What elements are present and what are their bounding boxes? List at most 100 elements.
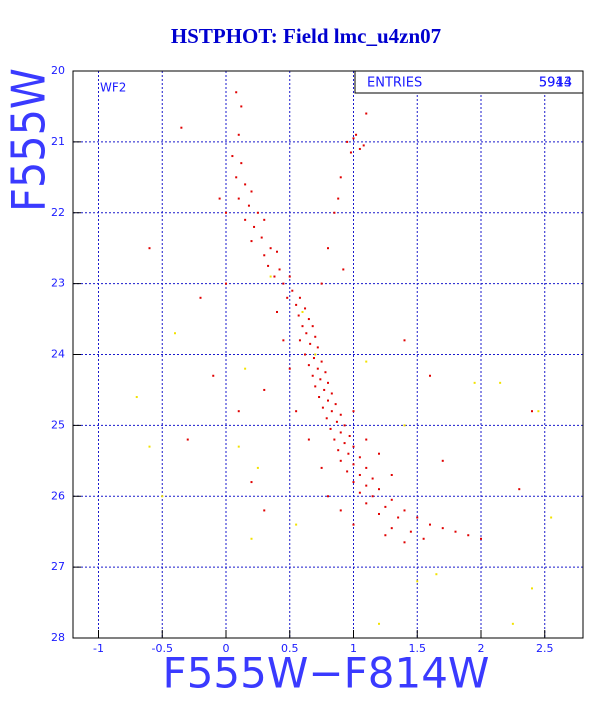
point [335, 420, 338, 423]
point [329, 427, 332, 430]
x-tick-label: 2.5 [536, 642, 554, 655]
x-tick-label: 1 [350, 642, 357, 655]
point [352, 481, 355, 484]
point [531, 587, 533, 590]
point [518, 488, 521, 491]
point [365, 438, 368, 441]
point [342, 268, 345, 271]
point [244, 218, 247, 221]
x-tick-label: 1.5 [409, 642, 427, 655]
x-tick-label: 2 [478, 642, 485, 655]
point [309, 342, 312, 345]
point [330, 392, 333, 395]
point [298, 339, 301, 342]
point [550, 516, 553, 519]
point [416, 580, 419, 583]
point [304, 353, 307, 356]
point [378, 512, 380, 515]
point [307, 364, 310, 367]
point [511, 622, 514, 625]
point [429, 374, 431, 377]
point [231, 155, 234, 158]
stats-value: 5913 [539, 76, 572, 91]
point [278, 268, 281, 271]
point [218, 197, 221, 200]
point [339, 176, 342, 179]
point [291, 289, 294, 292]
point [352, 523, 355, 526]
point [307, 318, 310, 321]
point [327, 399, 329, 402]
point [311, 325, 314, 328]
point [409, 530, 412, 533]
point [225, 282, 227, 285]
point [311, 374, 314, 377]
point [250, 240, 253, 243]
point [269, 275, 272, 278]
point [263, 254, 266, 257]
point [225, 211, 227, 214]
point [276, 250, 278, 253]
point [365, 112, 368, 115]
point [343, 424, 346, 427]
point [327, 247, 329, 250]
x-tick-label: 0 [223, 642, 230, 655]
x-axis-label: F555W−F814W [163, 649, 490, 698]
point [352, 137, 355, 140]
point [537, 410, 540, 413]
point [337, 197, 340, 200]
point [473, 381, 476, 384]
point [347, 452, 350, 455]
point [323, 388, 326, 391]
point [235, 176, 238, 179]
point [250, 190, 253, 193]
point [298, 296, 301, 299]
point [314, 335, 317, 338]
point [441, 459, 444, 462]
point [435, 573, 438, 576]
point [480, 537, 482, 540]
point [235, 91, 238, 94]
x-tick-label: 0.5 [281, 642, 299, 655]
y-tick-label: 20 [51, 64, 65, 77]
point [212, 374, 215, 377]
point [441, 527, 444, 530]
point [295, 410, 298, 413]
point [240, 162, 243, 165]
point [403, 424, 406, 427]
chart-title: HSTPHOT: Field lmc_u4zn07 [171, 24, 441, 48]
point [237, 410, 240, 413]
point [365, 466, 368, 469]
point [365, 360, 368, 363]
point [244, 367, 247, 370]
point [358, 456, 361, 459]
stats-box [354, 70, 584, 94]
point [253, 225, 256, 228]
point [199, 296, 202, 299]
point [135, 396, 138, 399]
point [301, 310, 304, 313]
point [348, 435, 351, 438]
point [499, 381, 502, 384]
point [422, 537, 425, 540]
point [352, 410, 355, 413]
point [352, 463, 355, 466]
point [314, 385, 317, 388]
point [263, 218, 266, 221]
point [384, 534, 387, 537]
point [250, 481, 253, 484]
point [352, 445, 355, 448]
point [288, 367, 291, 370]
point [397, 516, 400, 519]
point [324, 371, 327, 374]
point [362, 144, 365, 147]
y-tick-label: 27 [51, 560, 65, 573]
point [316, 367, 319, 370]
point [339, 413, 342, 416]
point [334, 403, 337, 406]
point [295, 523, 298, 526]
point [148, 445, 151, 448]
point [256, 466, 259, 469]
point [339, 459, 342, 462]
